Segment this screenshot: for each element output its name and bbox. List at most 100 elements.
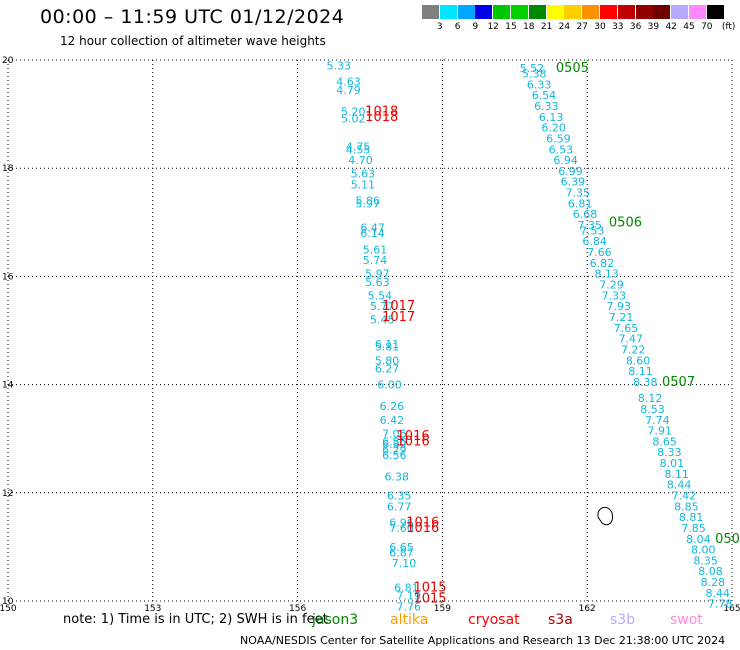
pressure-label: 1016 — [397, 434, 430, 449]
swh-label: 6.82 — [590, 257, 615, 270]
swh-label: 8.65 — [652, 435, 677, 448]
swh-label: 5.63 — [365, 276, 390, 289]
colorbar-cell — [439, 5, 457, 19]
swh-label: 7.35 — [565, 187, 590, 200]
swh-label: 6.59 — [546, 132, 571, 145]
colorbar-tick-label: 30 — [594, 22, 606, 32]
swh-label: 8.81 — [679, 511, 704, 524]
swh-label: 8.53 — [640, 403, 665, 416]
swh-label: 6.13 — [539, 111, 564, 124]
swh-label: 5.77 — [370, 300, 395, 313]
x-tick-label: 162 — [579, 604, 596, 614]
swh-label: 5.54 — [368, 289, 393, 302]
swh-label: 6.00 — [377, 379, 402, 392]
swh-label: 6.42 — [380, 414, 405, 427]
swh-label: 5.52 — [520, 62, 545, 75]
swh-label: 7.53 — [580, 224, 605, 237]
swh-label: 6.38 — [384, 471, 409, 484]
swh-label: 8.28 — [701, 576, 726, 589]
colorbar-cell — [422, 5, 439, 19]
colorbar-cell — [493, 5, 511, 19]
swh-label: 6.33 — [534, 100, 559, 113]
swh-label: 7.74 — [645, 414, 670, 427]
swh-label: 6.47 — [360, 222, 385, 235]
satellite-legend-item: s3a — [548, 612, 573, 628]
swh-label: 7.47 — [619, 333, 644, 346]
swh-label: 8.44 — [705, 587, 730, 600]
pressure-label: 1016 — [406, 521, 439, 536]
colorbar-cell — [511, 5, 528, 19]
footer-credit: NOAA/NESDIS Center for Satellite Applica… — [240, 634, 726, 647]
colorbar-cell — [635, 5, 653, 19]
colorbar-tick-label: 45 — [683, 22, 695, 32]
swh-label: 7.85 — [681, 522, 706, 535]
swh-label: 7.91 — [648, 425, 673, 438]
swh-label: 7.21 — [609, 311, 634, 324]
swh-label: 6.33 — [527, 78, 552, 91]
swh-label: 7.76 — [397, 600, 422, 613]
y-tick-label: 14 — [2, 381, 14, 391]
swh-label: 8.85 — [674, 500, 699, 513]
swh-label: 5.20 — [341, 105, 366, 118]
y-tick-label: 18 — [2, 164, 14, 174]
swh-label: 5.61 — [363, 243, 388, 256]
swh-label: 5.33 — [327, 59, 352, 72]
swh-label: 6.94 — [553, 154, 578, 167]
swh-label: 7.22 — [621, 343, 646, 356]
swh-label: 6.39 — [382, 438, 407, 451]
colorbar-tick-label: 21 — [540, 22, 553, 32]
swh-label: 7.29 — [599, 279, 624, 292]
swh-label: 5.63 — [351, 168, 376, 181]
swh-label: 6.35 — [387, 490, 412, 503]
page-subtitle: 12 hour collection of altimeter wave hei… — [60, 34, 326, 48]
satellite-legend: jason3 altika cryosat s3a s3b swot — [0, 612, 740, 630]
y-tick-label: 10 — [2, 597, 14, 607]
swh-label: 6.87 — [389, 546, 414, 559]
swh-label: 7.19 — [397, 590, 422, 603]
colorbar-cell — [564, 5, 582, 19]
swh-label: 8.60 — [626, 354, 651, 367]
pass-time-label: 0508 — [715, 532, 740, 547]
satellite-legend-item: swot — [670, 612, 703, 628]
swh-label: 5.74 — [363, 254, 388, 267]
swh-label: 5.97 — [356, 197, 381, 210]
colorbar-tick-label: 24 — [558, 22, 571, 32]
swh-label: 7.10 — [392, 557, 417, 570]
pressure-label: 1015 — [413, 591, 446, 606]
x-tick-label: 159 — [434, 604, 451, 614]
swh-label: 5.86 — [356, 195, 381, 208]
swh-label: 6.81 — [568, 197, 593, 210]
pressure-label: 1016 — [397, 429, 430, 444]
pass-time-label: 0506 — [609, 215, 642, 230]
pass-time-label: 0507 — [662, 375, 695, 390]
satellite-legend-item: cryosat — [468, 612, 520, 628]
pressure-label: 1018 — [365, 110, 398, 125]
pressure-label: 1017 — [382, 310, 415, 325]
swh-label: 5.97 — [365, 268, 390, 281]
swh-label: 5.81 — [375, 341, 400, 354]
swh-label: 6.84 — [582, 235, 607, 248]
swh-label: 6.39 — [561, 176, 586, 189]
swh-label: 7.06 — [382, 427, 407, 440]
swh-label: 6.56 — [382, 449, 407, 462]
colorbar-tick-label: 27 — [576, 22, 588, 32]
swh-label: 4.55 — [346, 143, 371, 156]
x-tick-label: 156 — [289, 604, 306, 614]
satellite-legend-item: s3b — [610, 612, 636, 628]
swh-label: 5.11 — [351, 178, 376, 191]
swh-label: 8.38 — [633, 376, 658, 389]
colorbar-tick-label: 42 — [665, 22, 677, 32]
swh-label: 7.33 — [602, 289, 627, 302]
swh-label: 7.78 — [708, 598, 733, 611]
swh-label: 6.27 — [375, 362, 400, 375]
swh-label: 6.53 — [549, 143, 574, 156]
swh-label: 7.60 — [389, 522, 414, 535]
colorbar-cell — [546, 5, 564, 19]
swh-label: 6.65 — [389, 541, 414, 554]
swh-label: 7.93 — [607, 300, 632, 313]
pressure-label: 1017 — [382, 299, 415, 314]
swh-label: 8.00 — [691, 544, 716, 557]
swh-label: 6.29 — [382, 444, 407, 457]
colorbar-cell — [689, 5, 706, 19]
